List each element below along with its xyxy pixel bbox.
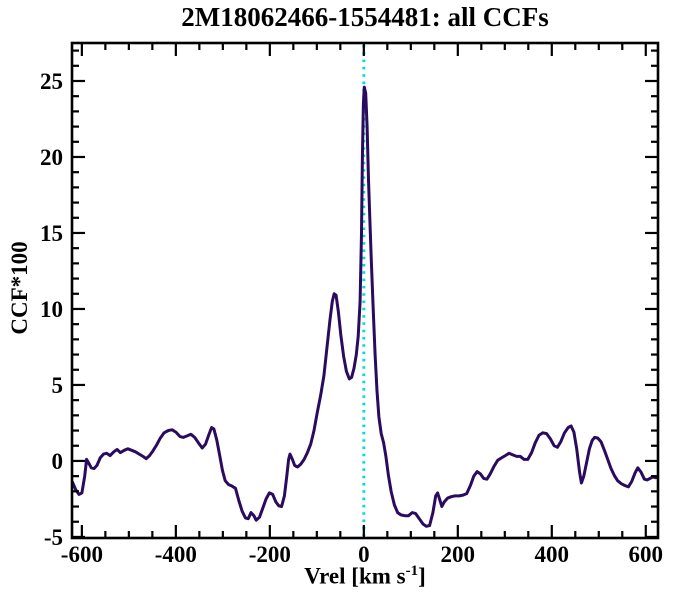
x-axis-label-exponent: -1 (405, 563, 419, 579)
plot-frame (70, 41, 660, 540)
x-tick-label: -200 (249, 542, 291, 567)
x-tick-label: 0 (358, 542, 370, 567)
y-axis-label: CCF*100 (7, 241, 32, 335)
x-tick-label: -400 (155, 542, 197, 567)
y-tick-label: -5 (44, 525, 63, 550)
x-tick-label: 600 (629, 542, 664, 567)
y-tick-label: 0 (52, 449, 64, 474)
y-tick-label: 15 (40, 221, 63, 246)
x-tick-label: -600 (61, 542, 103, 567)
y-tick-label: 20 (40, 145, 63, 170)
x-axis-label-end: ] (418, 563, 426, 589)
ccf-curve (71, 85, 658, 528)
y-tick-label: 25 (40, 69, 63, 94)
y-tick-label: 10 (40, 297, 63, 322)
y-tick-label: 5 (52, 373, 64, 398)
x-axis-label: Vrel [km s-1] (72, 563, 658, 590)
chart-title: 2M18062466-1554481: all CCFs (181, 2, 549, 32)
x-axis-label-main: Vrel [km s (304, 563, 406, 589)
x-tick-label: 200 (441, 542, 476, 567)
x-tick-label: 400 (535, 542, 570, 567)
